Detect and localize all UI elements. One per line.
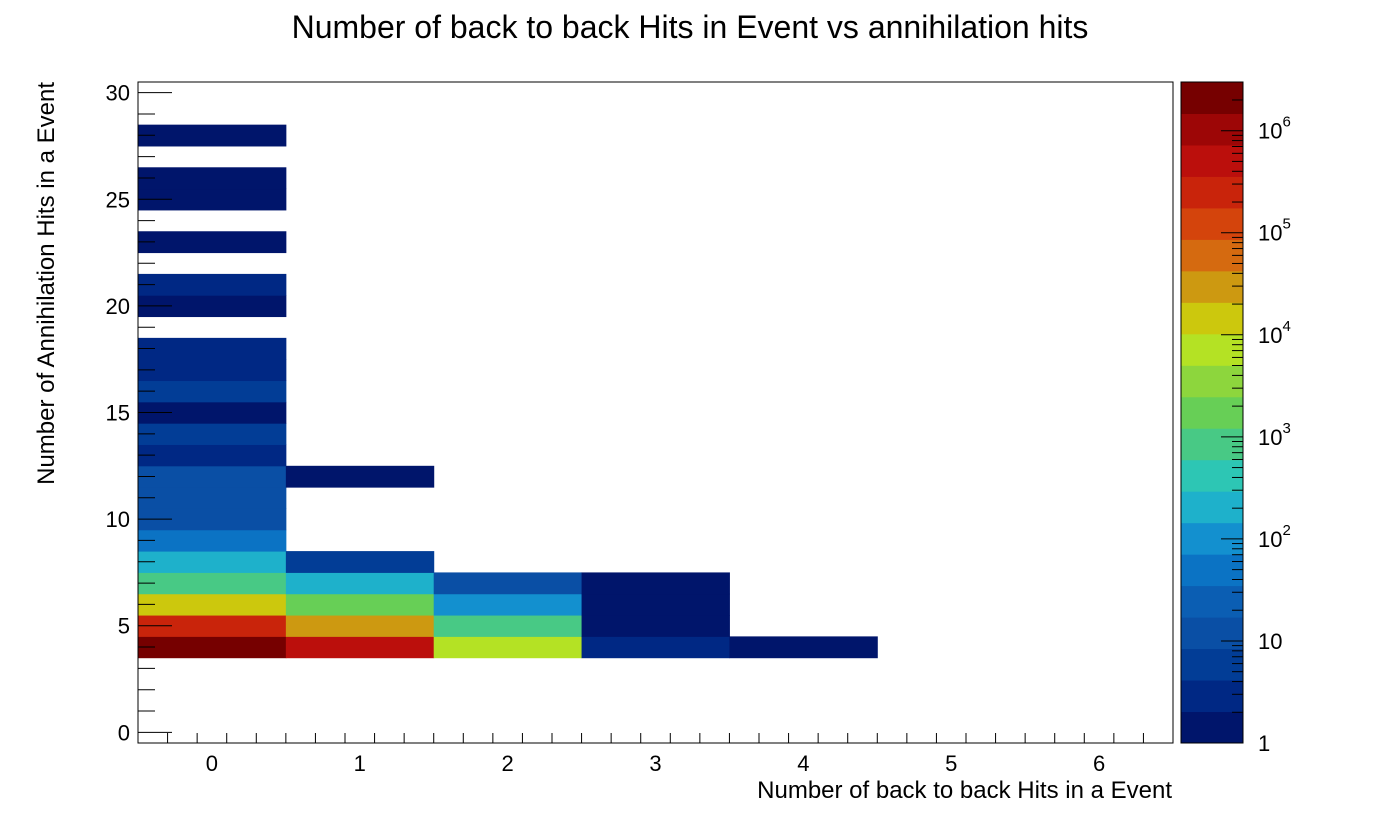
z-tick-label: 102 [1258, 522, 1291, 552]
color-scale-swatch [1181, 333, 1243, 366]
y-axis: 0 5 10 15 20 25 30 [106, 81, 172, 745]
y-tick-label: 0 [118, 720, 130, 745]
z-tick-label: 10 [1258, 629, 1282, 654]
heatmap-cell [138, 273, 287, 296]
heatmap-cell [138, 401, 287, 424]
y-tick-label: 15 [106, 401, 130, 426]
color-scale-swatch [1181, 270, 1243, 303]
heatmap-cell [138, 529, 287, 552]
chart-title: Number of back to back Hits in Event vs … [292, 9, 1089, 45]
color-scale-frame [1180, 81, 1244, 744]
heatmap-cell [138, 636, 287, 659]
x-tick-label: 3 [649, 751, 661, 776]
heatmap-cell [138, 359, 287, 382]
heatmap-cell [581, 593, 730, 616]
color-scale-axis: 1 10 102 103 104 105 106 [1221, 81, 1291, 756]
heatmap-cell [138, 551, 287, 573]
color-scale-swatch [1181, 428, 1243, 461]
heatmap-cell [138, 593, 287, 616]
heatmap-cell [138, 188, 287, 211]
z-tick-label: 103 [1258, 420, 1291, 450]
z-tick-label: 106 [1258, 114, 1291, 144]
heatmap-cell [138, 124, 287, 147]
color-scale-swatch [1181, 302, 1243, 335]
z-tick-label: 1 [1258, 731, 1270, 756]
heatmap-cell [729, 636, 878, 659]
y-tick-label: 20 [106, 294, 130, 319]
heatmap-cell [433, 572, 583, 595]
color-scale-swatch [1181, 554, 1243, 587]
heatmap-cell [285, 572, 435, 595]
heatmap-cell [138, 423, 287, 445]
heatmap-cell [138, 167, 287, 190]
color-scale-swatch [1181, 711, 1243, 744]
heatmap-cell [285, 636, 435, 659]
color-scale-swatch [1181, 617, 1243, 650]
y-tick-label: 10 [106, 507, 130, 532]
heatmap-cell [138, 444, 287, 467]
color-scale-swatch [1181, 459, 1243, 492]
y-tick-label: 25 [106, 187, 130, 212]
x-tick-label: 1 [354, 751, 366, 776]
z-tick-label: 104 [1258, 318, 1291, 348]
x-tick-label: 4 [797, 751, 809, 776]
color-scale-swatch [1181, 648, 1243, 681]
y-tick-label: 5 [118, 614, 130, 639]
z-tick-label: 105 [1258, 216, 1291, 246]
x-tick-label: 0 [206, 751, 218, 776]
heatmap-cell [138, 465, 287, 488]
heatmap-cell [138, 487, 287, 509]
heatmap-cell [138, 508, 287, 531]
x-axis: 0 1 2 3 4 5 6 [137, 733, 1174, 776]
heatmap-cell [581, 572, 730, 595]
heatmap-cell [285, 551, 435, 573]
color-scale-swatch [1181, 82, 1243, 114]
color-scale-swatch [1181, 680, 1243, 713]
y-tick-label: 30 [106, 81, 130, 106]
x-tick-label: 6 [1093, 751, 1105, 776]
heatmap-cell [138, 231, 287, 254]
color-scale-swatch [1181, 176, 1243, 209]
heatmap-cell [285, 615, 435, 637]
heatmap-cell [581, 636, 730, 659]
heatmap-cells [138, 124, 878, 659]
color-scale-swatch [1181, 396, 1243, 429]
y-axis-title: Number of Annihilation Hits in a Event [33, 82, 60, 485]
heatmap-cell [581, 615, 730, 637]
heatmap-cell [285, 593, 435, 616]
heatmap-cell [138, 337, 287, 360]
heatmap-cell [138, 572, 287, 595]
x-tick-label: 2 [502, 751, 514, 776]
heatmap-cell [433, 636, 583, 659]
color-scale-swatch [1181, 491, 1243, 524]
x-axis-title: Number of back to back Hits in a Event [757, 777, 1172, 804]
heatmap-cell [285, 465, 435, 488]
heatmap-cell [138, 615, 287, 637]
color-scale-swatch [1181, 365, 1243, 398]
heatmap-cell [433, 615, 583, 637]
heatmap-cell [433, 593, 583, 616]
color-scale-swatch [1181, 585, 1243, 618]
heatmap-cell [138, 380, 287, 403]
color-scale [1181, 82, 1243, 744]
heatmap-cell [138, 295, 287, 318]
color-scale-swatch [1181, 207, 1243, 240]
x-tick-label: 5 [945, 751, 957, 776]
